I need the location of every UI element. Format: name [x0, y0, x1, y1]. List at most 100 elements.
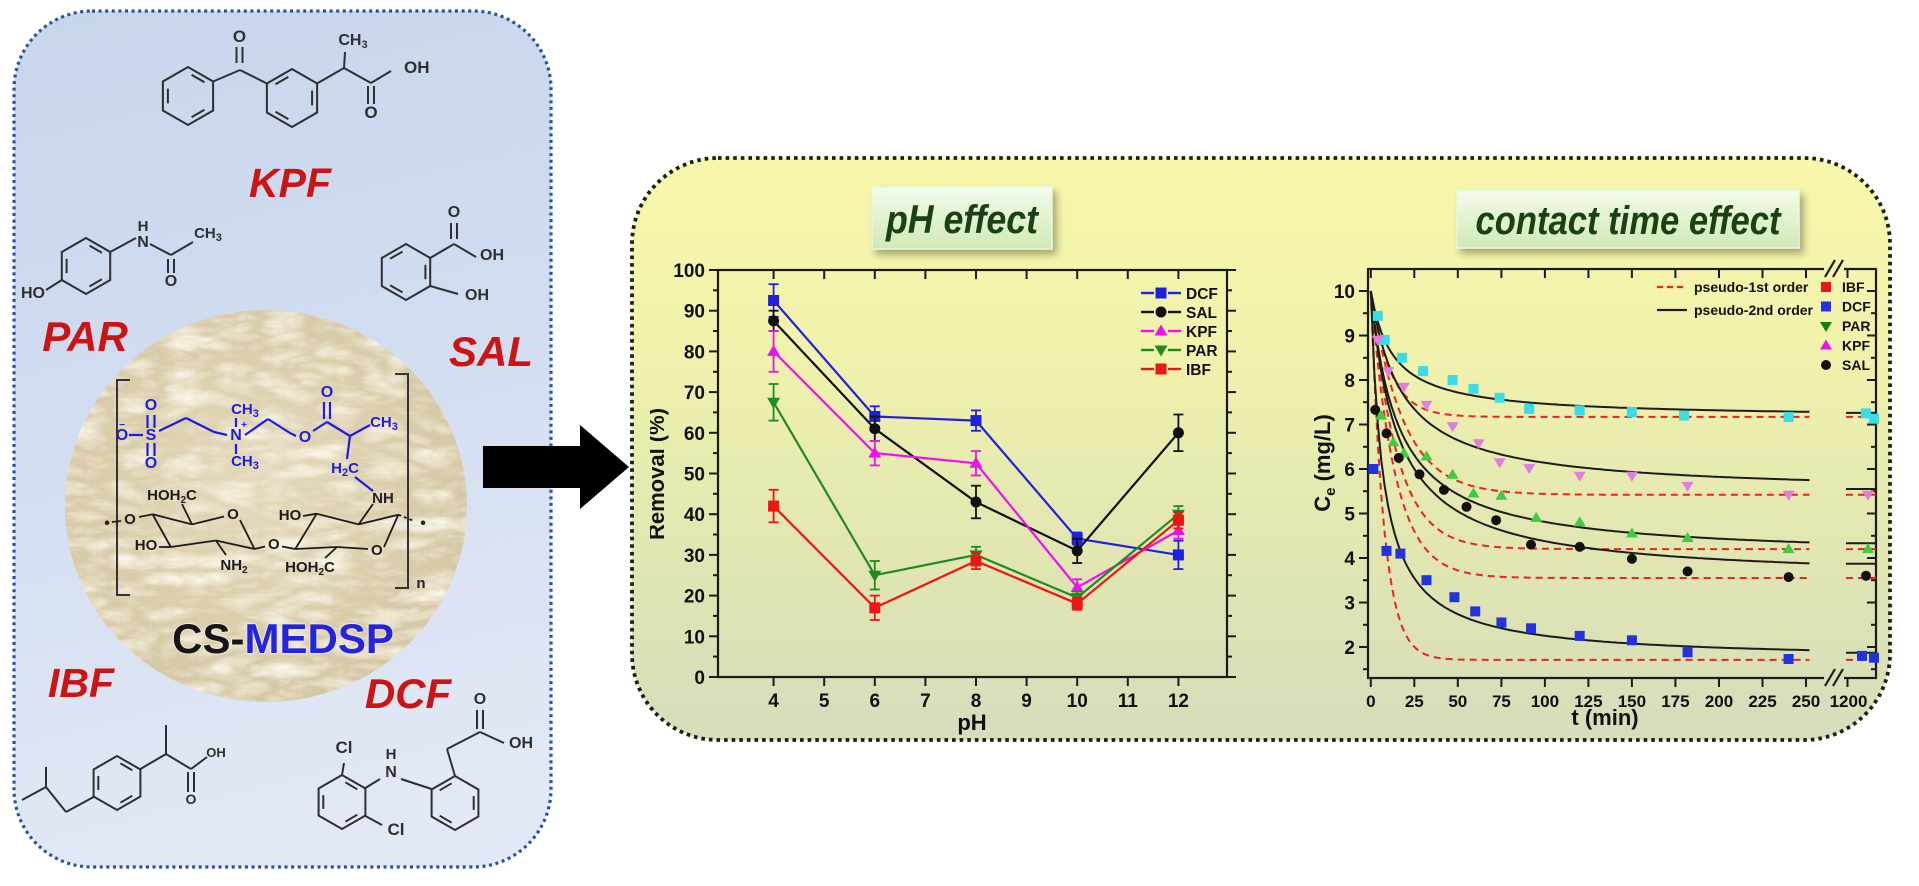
svg-text:OH: OH: [404, 58, 430, 77]
svg-text:IBF: IBF: [1842, 279, 1865, 295]
svg-text:7: 7: [920, 691, 931, 712]
svg-text:50: 50: [684, 465, 705, 486]
svg-text:8: 8: [971, 691, 982, 712]
svg-text:S: S: [146, 427, 157, 444]
svg-text:40: 40: [684, 505, 705, 526]
svg-text:−: −: [119, 420, 125, 431]
svg-text:O: O: [474, 691, 486, 708]
svg-text:KPF: KPF: [1186, 324, 1217, 341]
svg-text:150: 150: [1618, 692, 1646, 711]
svg-text:9: 9: [1021, 691, 1032, 712]
svg-text:2: 2: [1344, 638, 1355, 659]
svg-text:175: 175: [1661, 692, 1689, 711]
svg-text:200: 200: [1705, 692, 1733, 711]
svg-text:O: O: [165, 273, 177, 290]
svg-text:Removal (%): Removal (%): [650, 408, 669, 540]
svg-text:pseudo-1st order: pseudo-1st order: [1694, 279, 1809, 295]
svg-text:HOH2C: HOH2C: [285, 559, 335, 578]
svg-text:CH3: CH3: [370, 414, 398, 433]
svg-text:N: N: [385, 764, 397, 781]
svg-text:pH effect: pH effect: [885, 198, 1039, 242]
svg-text:KPF: KPF: [249, 160, 332, 206]
svg-text:5: 5: [819, 691, 830, 712]
svg-text:DCF: DCF: [365, 670, 453, 717]
svg-text:225: 225: [1748, 692, 1776, 711]
svg-text:CH3: CH3: [231, 401, 259, 420]
svg-text:12: 12: [1168, 691, 1189, 712]
svg-text:O: O: [299, 429, 311, 446]
svg-text:n: n: [416, 575, 425, 592]
svg-text:O: O: [145, 455, 157, 472]
svg-text:HO: HO: [135, 537, 158, 554]
svg-text:25: 25: [1405, 692, 1424, 711]
svg-text:CS-MEDSP: CS-MEDSP: [172, 615, 394, 662]
svg-text:0: 0: [1366, 692, 1375, 711]
svg-text:50: 50: [1448, 692, 1467, 711]
svg-text:O: O: [145, 397, 157, 414]
svg-text:Cl: Cl: [388, 820, 405, 839]
svg-text:HOH2C: HOH2C: [147, 487, 197, 506]
svg-text:30: 30: [684, 546, 705, 567]
svg-text:75: 75: [1492, 692, 1511, 711]
svg-text:HO: HO: [279, 507, 302, 524]
svg-text:O: O: [233, 27, 246, 46]
svg-text:PAR: PAR: [1186, 343, 1218, 360]
svg-text:•: •: [420, 515, 426, 532]
svg-text:OH: OH: [509, 735, 533, 752]
svg-text:N: N: [230, 427, 242, 444]
svg-text:O: O: [124, 511, 136, 528]
svg-text:OH: OH: [480, 247, 504, 264]
svg-text:125: 125: [1574, 692, 1602, 711]
svg-text:100: 100: [673, 261, 705, 282]
svg-text:IBF: IBF: [1186, 362, 1211, 379]
svg-text:SAL: SAL: [1186, 305, 1217, 322]
svg-text:4: 4: [1344, 549, 1355, 570]
svg-text:250: 250: [1792, 692, 1820, 711]
svg-text:•: •: [104, 515, 110, 532]
svg-text:pseudo-2nd order: pseudo-2nd order: [1694, 302, 1814, 318]
svg-text:O: O: [371, 542, 383, 559]
svg-text:O: O: [268, 536, 280, 553]
svg-text:PAR: PAR: [1842, 318, 1871, 334]
svg-text:pH: pH: [957, 710, 986, 735]
svg-text:NH2: NH2: [220, 557, 248, 576]
svg-text:7: 7: [1344, 416, 1355, 437]
svg-text:10: 10: [684, 627, 705, 648]
svg-text:10: 10: [1334, 282, 1355, 303]
svg-text:CH3: CH3: [231, 453, 259, 472]
svg-text:Ce (mg/L): Ce (mg/L): [1310, 414, 1339, 512]
svg-text:OH: OH: [206, 745, 226, 760]
svg-text:4: 4: [768, 691, 779, 712]
svg-text:O: O: [116, 427, 128, 444]
svg-text:HO: HO: [21, 285, 45, 302]
svg-text:O: O: [186, 791, 197, 807]
svg-text:SAL: SAL: [1842, 357, 1870, 373]
svg-text:+: +: [241, 420, 247, 431]
svg-text:3: 3: [1344, 594, 1355, 615]
svg-text:100: 100: [1531, 692, 1559, 711]
svg-text:NH: NH: [372, 490, 394, 507]
svg-text:90: 90: [684, 302, 705, 323]
svg-text:H: H: [386, 746, 397, 763]
svg-text:11: 11: [1118, 691, 1139, 712]
svg-text:80: 80: [684, 342, 705, 363]
svg-text:OH: OH: [465, 287, 489, 304]
svg-text:O: O: [448, 204, 460, 221]
svg-text:6: 6: [1344, 460, 1355, 481]
svg-text:CH3: CH3: [194, 225, 222, 244]
svg-text:H2C: H2C: [331, 460, 359, 479]
svg-text:20: 20: [684, 587, 705, 608]
svg-text:8: 8: [1344, 371, 1355, 392]
svg-text:H: H: [138, 218, 149, 235]
svg-text:1200: 1200: [1830, 692, 1868, 711]
svg-text:t (min): t (min): [1571, 705, 1638, 730]
svg-text:70: 70: [684, 383, 705, 404]
svg-text:9: 9: [1344, 327, 1355, 348]
svg-text:10: 10: [1067, 691, 1088, 712]
svg-text:O: O: [227, 506, 239, 523]
svg-text:O: O: [321, 384, 333, 401]
svg-text:contact time effect: contact time effect: [1476, 199, 1782, 243]
svg-text:Cl: Cl: [336, 738, 353, 757]
svg-text:O: O: [364, 103, 377, 122]
svg-text:CH3: CH3: [338, 32, 367, 51]
